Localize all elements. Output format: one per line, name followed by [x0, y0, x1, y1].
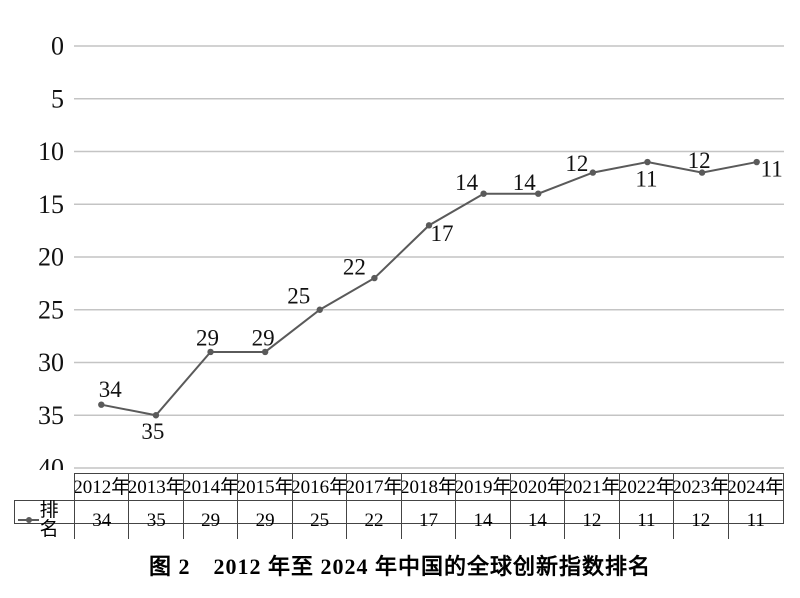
y-axis-tick-label: 20	[38, 243, 64, 272]
data-point-marker	[753, 158, 760, 166]
data-point-label: 17	[431, 221, 454, 246]
ranking-line	[101, 161, 757, 417]
legend-line-marker-icon	[18, 517, 39, 523]
year-header-cell: 2014年	[184, 474, 239, 500]
value-cell: 34	[75, 501, 130, 539]
year-header-row: 2012年 2013年 2014年 2015年 2016年 2017年 2018年 2019年…	[74, 473, 784, 500]
value-cell: 22	[347, 501, 402, 539]
data-point-marker	[152, 412, 160, 419]
data-point-label: 34	[99, 377, 123, 402]
value-cell: 14	[511, 501, 566, 539]
year-header-cell: 2018年	[402, 474, 457, 500]
line-chart: 0 5 10 15 20 25 30 35 40 34 35 29 29 25 22 17 14 14 12 11 12…	[38, 32, 784, 471]
value-cell: 29	[238, 501, 293, 539]
year-header-cell: 2024年	[728, 476, 783, 498]
year-header-cell: 2012年	[75, 474, 130, 500]
year-header-cell: 2021年	[565, 474, 620, 500]
year-header-cell: 2013年	[129, 474, 184, 500]
y-axis-tick-label: 10	[38, 137, 64, 166]
data-point-label: 29	[252, 325, 275, 350]
value-cell: 12	[565, 501, 620, 539]
value-row: 排名 34 35 29 29 25 22 17 14 14 12 11 12 11	[14, 500, 784, 539]
data-point-label: 12	[565, 151, 588, 176]
year-header-cell: 2022年	[620, 474, 675, 500]
data-point-label: 11	[761, 157, 783, 182]
year-header-cell: 2015年	[238, 474, 293, 500]
y-axis-tick-label: 25	[38, 295, 64, 324]
year-header-cell: 2023年	[674, 474, 729, 500]
year-header-cell: 2020年	[511, 474, 566, 500]
data-point-marker	[207, 348, 214, 356]
value-cell: 29	[184, 501, 239, 539]
y-axis-tick-label: 15	[38, 190, 64, 219]
data-point-label: 11	[635, 167, 657, 192]
value-cell: 14	[456, 501, 511, 539]
data-point-marker	[644, 158, 651, 166]
data-point-label: 25	[287, 283, 310, 308]
year-header-cell: 2016年	[293, 474, 348, 500]
data-point-marker	[316, 306, 323, 313]
data-point-marker	[425, 222, 433, 229]
y-axis-tick-label: 0	[51, 32, 64, 61]
data-point-marker	[535, 190, 542, 197]
data-point-marker	[589, 169, 597, 176]
year-header-cell: 2017年	[347, 474, 402, 500]
y-axis-tick-label: 40	[38, 454, 64, 471]
value-cell: 35	[129, 501, 184, 539]
value-cell: 11	[746, 509, 765, 531]
data-point-label: 29	[196, 325, 219, 350]
y-axis-tick-label: 35	[38, 401, 64, 430]
legend-label: 排名	[39, 500, 59, 540]
legend-cell: 排名	[15, 501, 75, 539]
data-point-label: 22	[343, 255, 366, 280]
y-axis-tick-label: 30	[38, 348, 64, 377]
data-point-label: 35	[141, 419, 164, 444]
figure-caption: 图 2 2012 年至 2024 年中国的全球创新指数排名	[148, 554, 651, 579]
data-point-label: 14	[513, 170, 537, 195]
value-cell: 17	[402, 501, 457, 539]
data-point-label: 12	[688, 148, 711, 173]
data-point-marker	[480, 190, 487, 197]
data-point-marker	[261, 348, 269, 356]
y-axis-tick-label: 5	[51, 84, 64, 113]
data-point-marker	[98, 401, 105, 408]
data-point-marker	[371, 274, 378, 282]
value-cell: 25	[293, 501, 348, 539]
data-point-label: 14	[455, 170, 479, 195]
value-cell: 11	[620, 501, 675, 539]
data-point-marker	[698, 169, 706, 176]
year-header-cell: 2019年	[456, 474, 511, 500]
value-cell: 12	[674, 501, 729, 539]
